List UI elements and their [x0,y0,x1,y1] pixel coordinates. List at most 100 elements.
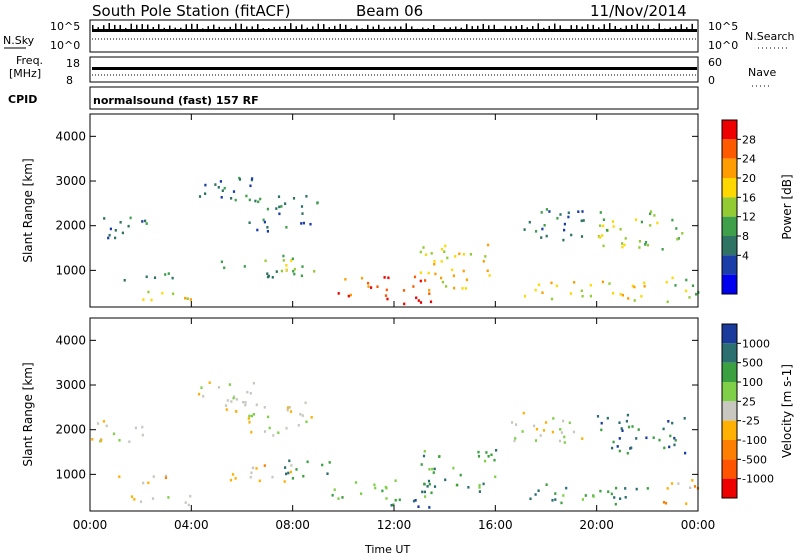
data-cell [301,414,304,417]
nsky-spike [438,28,440,31]
data-cell [374,486,377,490]
data-cell [456,483,459,487]
colorbar-tick-label: -100 [742,434,767,447]
nsky-spike [675,26,677,31]
data-cell [619,293,622,296]
nsky-spike [548,25,550,31]
data-cell [428,482,431,486]
data-cell [484,459,487,463]
data-cell [443,250,446,253]
data-cell [232,396,235,400]
data-cell [452,466,455,470]
data-cell [248,198,251,202]
x-tick-label: 04:00 [174,518,209,532]
nsky-panel [89,19,699,53]
data-cell [139,500,143,503]
data-cell [108,233,111,237]
data-cell [528,220,531,224]
colorbar-frame [721,323,738,499]
colorbar-band [722,255,737,275]
data-cell [263,220,266,224]
data-cell [286,408,289,412]
data-cell [381,489,384,493]
data-cell [612,225,615,228]
data-cell [627,425,631,429]
data-cell [289,470,292,474]
data-cell [284,466,287,469]
data-cell [271,475,274,479]
nsky-spike [394,26,396,31]
data-cell [541,227,544,231]
x-tick-label: 08:00 [275,518,310,532]
colorbar-frame [721,119,738,295]
data-cell [417,299,420,302]
data-cell [310,416,313,419]
colorbar-band [722,459,737,479]
data-cell [596,415,600,418]
data-cell [220,196,223,199]
data-cell [424,495,427,498]
colorbar-band [722,362,737,382]
data-cell [167,496,170,499]
data-cell [621,429,624,432]
data-cell [646,487,649,490]
data-cell [383,276,386,279]
data-cell [288,459,291,463]
data-cell [147,481,150,485]
data-cell [522,411,525,415]
colorbar-band [722,197,737,217]
data-cell [685,289,688,293]
data-cell [560,431,563,434]
nsky-spike [180,27,182,31]
data-cell [523,228,526,231]
data-cell [677,237,680,240]
data-cell [514,437,517,440]
data-cell [563,435,566,439]
nsky-spike [543,27,545,31]
nsky-spike [218,26,220,31]
nsky-spike [405,23,407,31]
data-cell [249,475,252,479]
data-cell [602,244,605,248]
data-cell [618,449,621,453]
data-cell [300,222,303,225]
data-cell [385,288,388,292]
data-cell [661,248,664,251]
data-cell [440,260,443,263]
nsky-spike [284,25,286,31]
data-cell [302,474,305,478]
data-cell [367,281,370,285]
data-cell [290,259,293,262]
data-cell [288,406,291,409]
data-cell [446,256,449,260]
data-cell [554,498,557,501]
data-cell [250,471,253,475]
data-cell [147,290,150,294]
colorbar-tick-label: 500 [742,357,763,370]
data-cell [570,233,573,237]
data-cell [144,219,147,223]
data-cell [621,293,624,297]
colorbar-band [722,120,737,140]
nsky-spike [240,23,242,31]
data-cell [618,437,621,440]
nsky-spike [521,25,523,31]
data-cell [487,243,490,247]
data-cell [112,432,116,436]
data-cell [275,270,278,273]
data-cell [344,278,347,281]
data-cell [271,276,274,279]
data-cell [674,439,677,442]
cpid-label: CPID [8,93,37,106]
data-cell [573,281,576,284]
data-cell [402,289,406,292]
nsky-spike [152,26,154,31]
data-cell [316,201,319,205]
data-cell [626,413,629,417]
data-cell [426,485,429,488]
data-cell [430,491,433,495]
colorbar-tick-label: 8 [742,230,749,243]
data-cell [598,236,602,239]
data-cell [555,284,558,288]
data-cell [581,498,584,501]
